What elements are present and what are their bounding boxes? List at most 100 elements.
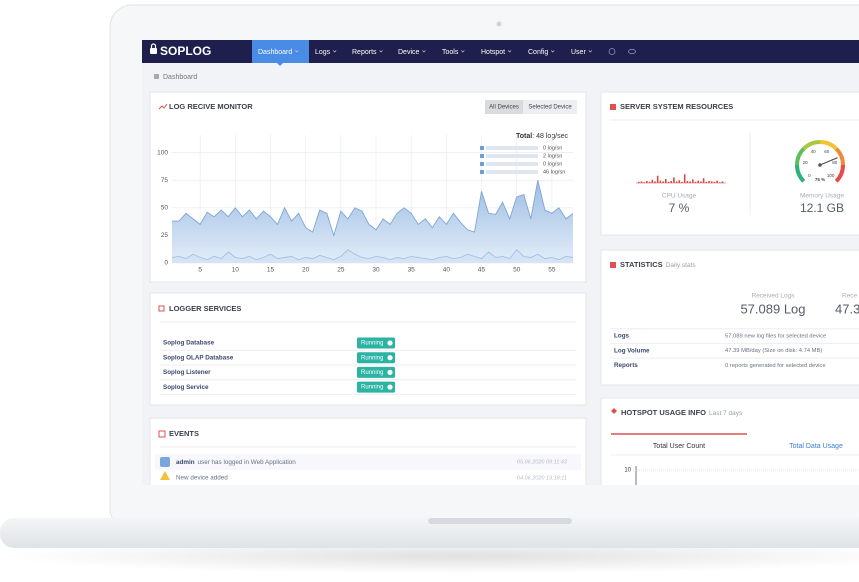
x-tick-label: 10 bbox=[232, 267, 240, 274]
title-icon bbox=[610, 262, 616, 268]
info-icon[interactable] bbox=[608, 48, 616, 55]
service-name: Soplog OLAP Database bbox=[163, 354, 234, 361]
gauge-tick-label: 20 bbox=[803, 160, 809, 165]
panel-title: SERVER SYSTEM RESOURCES bbox=[620, 102, 733, 111]
cpu-bar bbox=[656, 175, 659, 183]
nav-active-caret bbox=[277, 63, 283, 66]
cpu-value: 7 % bbox=[669, 201, 690, 215]
cpu-label: CPU Usage bbox=[662, 193, 697, 200]
status-label: Running bbox=[361, 385, 383, 391]
cpu-bar bbox=[675, 181, 678, 183]
panel bbox=[600, 91, 859, 236]
cpu-bar bbox=[705, 181, 708, 183]
navbar bbox=[142, 40, 859, 63]
cpu-bar bbox=[678, 180, 681, 183]
legend-swatch bbox=[480, 154, 484, 158]
breadcrumb: Dashboard bbox=[163, 74, 197, 81]
x-tick-label: 55 bbox=[548, 267, 556, 274]
cpu-bar bbox=[665, 179, 667, 183]
panel-title: EVENTS bbox=[169, 429, 199, 438]
status-icon bbox=[387, 369, 393, 375]
stat-text: 57.089 new log files for selected device bbox=[725, 334, 826, 340]
nav-item[interactable]: Reports bbox=[352, 49, 377, 56]
nav-item[interactable]: Device bbox=[398, 49, 420, 56]
cpu-bar bbox=[683, 174, 686, 183]
button[interactable] bbox=[523, 100, 577, 114]
event-user: admin bbox=[176, 459, 195, 466]
x-tick-label: 40 bbox=[443, 267, 451, 274]
legend-name-blurred bbox=[486, 154, 538, 158]
warning-icon bbox=[160, 471, 170, 480]
area bbox=[172, 249, 573, 263]
camera bbox=[496, 21, 502, 27]
nav-item[interactable]: Dashboard bbox=[258, 49, 292, 56]
x-tick-label: 25 bbox=[337, 267, 345, 274]
area bbox=[172, 180, 573, 263]
cpu-bar bbox=[651, 179, 654, 183]
legend-value: 0 log/sn bbox=[543, 145, 562, 151]
cpu-bar bbox=[646, 181, 648, 183]
x-tick-label: 50 bbox=[513, 267, 521, 274]
gauge-hub bbox=[818, 163, 822, 167]
button-label[interactable]: Selected Device bbox=[528, 105, 572, 111]
eye-icon[interactable] bbox=[628, 48, 636, 55]
gauge-arc bbox=[834, 164, 845, 183]
y-tick-label: 50 bbox=[161, 205, 169, 212]
nav-item[interactable]: Tools bbox=[442, 49, 459, 56]
y-tick-label: 100 bbox=[157, 149, 168, 156]
tab[interactable]: Total User Count bbox=[653, 443, 705, 450]
panel bbox=[600, 249, 859, 386]
status-badge bbox=[357, 352, 395, 364]
nav-item[interactable]: Hotspot bbox=[481, 49, 505, 56]
cpu-bar bbox=[643, 182, 645, 183]
event-row-bg bbox=[155, 454, 581, 470]
chevron bbox=[461, 50, 465, 53]
gauge-tick-label: 40 bbox=[811, 149, 817, 154]
button[interactable] bbox=[485, 100, 523, 114]
x-tick-label: 30 bbox=[372, 267, 380, 274]
cpu-bar bbox=[648, 181, 651, 183]
legend-name-blurred bbox=[486, 146, 538, 150]
cpu-bar bbox=[667, 181, 670, 183]
panel-title: LOG RECIVE MONITOR bbox=[169, 102, 253, 111]
title-icon bbox=[158, 305, 165, 312]
status-badge bbox=[357, 366, 395, 378]
legend-value: 46 log/sn bbox=[543, 169, 565, 175]
title-icon bbox=[158, 430, 166, 438]
panel-title: LOGGER SERVICES bbox=[169, 304, 241, 313]
x-tick-label: 5 bbox=[198, 267, 202, 274]
chevron bbox=[507, 50, 512, 53]
stat-label: Reports bbox=[614, 362, 638, 369]
gauge-arc bbox=[802, 140, 821, 151]
title: STATISTICS bbox=[620, 260, 663, 269]
button-label[interactable]: All Devices bbox=[489, 105, 519, 111]
tab[interactable]: Total Data Usage bbox=[789, 443, 843, 450]
line bbox=[172, 180, 574, 237]
cpu-bar bbox=[700, 181, 702, 183]
nav-item[interactable]: Logs bbox=[315, 49, 331, 56]
status-icon bbox=[387, 340, 393, 346]
info-icon bbox=[160, 457, 170, 467]
gauge-tick-label: 80 bbox=[832, 160, 838, 165]
stat-text: 47.39 MB/day (Size on disk: 4.74 MB) bbox=[725, 348, 822, 354]
cpu-bar bbox=[692, 179, 694, 183]
legend-name-blurred bbox=[486, 170, 538, 174]
title: HOTSPOT USAGE INFO bbox=[621, 408, 706, 417]
total-value: : 48 log/sec bbox=[532, 133, 568, 140]
nav-item[interactable]: Config bbox=[528, 49, 548, 56]
cpu-bar bbox=[681, 181, 683, 183]
cpu-bar bbox=[686, 181, 689, 183]
nav-item[interactable]: User bbox=[571, 49, 586, 56]
y-tick-label: 0 bbox=[164, 260, 168, 267]
status-badge bbox=[357, 381, 395, 393]
kpi-value: 57.089 Log bbox=[740, 301, 805, 316]
status-badge bbox=[357, 337, 395, 349]
cpu-bar bbox=[713, 181, 716, 183]
chevron bbox=[332, 50, 337, 53]
chevron bbox=[295, 50, 299, 53]
x-tick-label: 15 bbox=[267, 267, 275, 274]
notch bbox=[428, 518, 572, 524]
legend-swatch bbox=[480, 170, 484, 174]
chevron bbox=[550, 50, 555, 53]
